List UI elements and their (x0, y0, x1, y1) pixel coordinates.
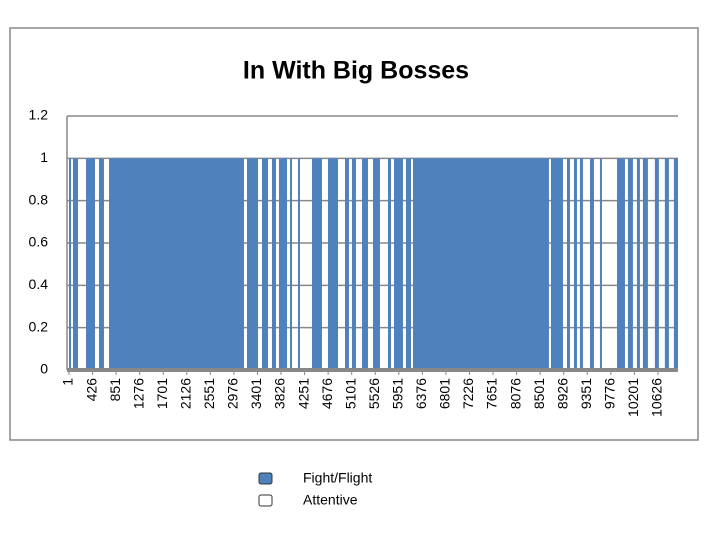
area-segment (246, 158, 259, 370)
area-segment (636, 158, 640, 370)
area-segment (297, 158, 300, 370)
y-tick-label: 0.2 (29, 318, 49, 334)
area-segment (109, 158, 244, 370)
x-tick-label: 4676 (319, 378, 335, 409)
x-tick-label: 3401 (248, 378, 264, 409)
y-tick-label: 1.2 (29, 107, 49, 123)
x-tick-label: 1276 (130, 378, 146, 409)
x-tick-label: 851 (107, 378, 123, 402)
x-tick-label: 426 (83, 378, 99, 402)
x-tick-label: 8076 (507, 378, 523, 409)
x-tick-label: 2126 (177, 378, 193, 409)
area-segment (98, 158, 104, 370)
area-segment (86, 158, 95, 370)
x-tick-label: 2551 (201, 378, 217, 409)
legend-label: Attentive (303, 492, 358, 508)
y-tick-label: 1 (40, 149, 48, 165)
x-tick-label: 8501 (531, 378, 547, 409)
area-segment (550, 158, 563, 370)
area-segment (664, 158, 669, 370)
x-tick-label: 1 (60, 378, 76, 386)
x-tick-label: 9351 (578, 378, 594, 409)
x-tick-label: 9776 (602, 378, 618, 409)
x-tick-label: 10201 (625, 378, 641, 417)
area-segment (262, 158, 268, 370)
area-segment (573, 158, 577, 370)
x-tick-label: 6801 (437, 378, 453, 409)
area-segment (289, 158, 292, 370)
area-segment (642, 158, 648, 370)
area-segment (393, 158, 403, 370)
area-segment (361, 158, 368, 370)
x-tick-label: 7226 (460, 378, 476, 409)
x-tick-label: 6376 (413, 378, 429, 409)
area-segment (387, 158, 391, 370)
area-segment (344, 158, 349, 370)
area-segment (589, 158, 594, 370)
area-segment (351, 158, 356, 370)
x-tick-label: 2976 (225, 378, 241, 409)
area-segment (566, 158, 570, 370)
area-segment (654, 158, 659, 370)
area-segment (412, 158, 549, 370)
x-tick-label: 8926 (554, 378, 570, 409)
x-tick-label: 1701 (154, 378, 170, 409)
area-segment (616, 158, 625, 370)
y-tick-label: 0.6 (29, 234, 49, 250)
area-segment (327, 158, 338, 370)
x-tick-label: 5526 (366, 378, 382, 409)
area-segment (72, 158, 78, 370)
y-tick-label: 0 (40, 361, 48, 377)
x-tick-label: 10626 (649, 378, 665, 417)
legend-swatch (258, 472, 273, 485)
x-tick-label: 5951 (390, 378, 406, 409)
area-segment (278, 158, 288, 370)
y-tick-label: 0.4 (29, 276, 49, 292)
area-segment (372, 158, 380, 370)
x-tick-label: 7651 (484, 378, 500, 409)
x-tick-label: 4251 (295, 378, 311, 409)
area-segment (627, 158, 633, 370)
area-segment (599, 158, 602, 370)
y-tick-label: 0.8 (29, 191, 49, 207)
area-segment (312, 158, 322, 370)
x-tick-label: 3826 (272, 378, 288, 409)
area-segment (405, 158, 411, 370)
area-segment (69, 158, 71, 370)
legend-label: Fight/Flight (303, 470, 372, 486)
x-tick-label: 5101 (342, 378, 358, 409)
chart-title: In With Big Bosses (243, 57, 469, 85)
area-segment (579, 158, 583, 370)
area-segment (673, 158, 678, 370)
area-segment (271, 158, 276, 370)
legend-swatch (258, 494, 273, 507)
